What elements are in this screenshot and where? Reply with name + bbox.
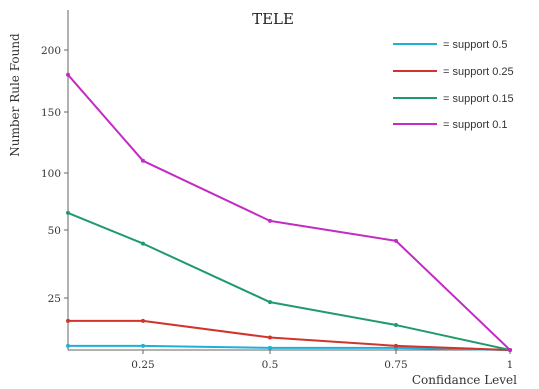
series-line: [67, 74, 511, 351]
data-point: [394, 238, 398, 243]
data-point: [66, 318, 70, 323]
y-tick-label: 50: [48, 225, 61, 237]
data-point: [66, 72, 70, 77]
x-tick-label: 1: [507, 359, 514, 371]
x-ticks: 0.25 0.5 0.75 1: [131, 350, 513, 371]
y-tick-label: 25: [48, 293, 61, 305]
data-point: [141, 318, 145, 323]
y-axis-label: Number Rule Found: [8, 33, 22, 157]
x-tick-label: 0.75: [384, 359, 407, 371]
legend-label: = support 0.5: [443, 39, 508, 51]
y-tick-label: 200: [41, 45, 61, 57]
data-point: [66, 210, 70, 215]
x-axis-label: Confidance Level: [412, 373, 517, 387]
legend-label: = support 0.15: [443, 93, 514, 105]
legend-label: = support 0.1: [443, 119, 508, 131]
data-point: [268, 218, 272, 223]
legend-label: = support 0.25: [443, 66, 514, 78]
data-point: [66, 343, 70, 348]
data-point: [141, 241, 145, 246]
y-tick-label: 100: [41, 168, 61, 180]
y-ticks: 25 50 100 150 200: [41, 45, 68, 305]
data-point: [141, 158, 145, 163]
data-point: [268, 345, 272, 350]
chart-title: TELE: [252, 10, 294, 28]
data-point: [268, 335, 272, 340]
data-point: [268, 300, 272, 305]
data-point: [508, 348, 512, 352]
y-tick-label: 150: [41, 107, 61, 119]
data-point: [394, 323, 398, 328]
x-tick-label: 0.25: [131, 359, 154, 371]
data-point: [141, 343, 145, 348]
data-point: [394, 343, 398, 348]
x-tick-label: 0.5: [262, 359, 279, 371]
axes: [67, 10, 512, 351]
legend: = support 0.5 = support 0.25 = support 0.1…: [393, 39, 514, 131]
series-group: [66, 72, 512, 352]
series-line: [67, 211, 511, 351]
